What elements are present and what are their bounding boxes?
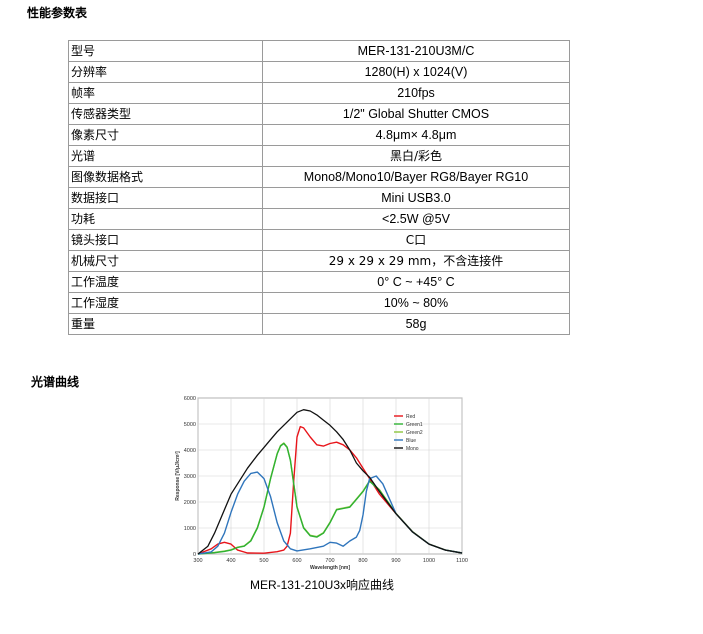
spec-value: <2.5W @5V xyxy=(262,208,570,230)
x-tick-label: 800 xyxy=(358,558,367,564)
spec-key: 工作温度 xyxy=(68,271,263,293)
spec-row: 工作温度 0° C ~ +45° C xyxy=(68,271,570,293)
x-tick-label: 600 xyxy=(292,558,301,564)
series-line-red xyxy=(197,425,463,555)
series-line-mono xyxy=(197,409,463,555)
spectral-response-chart: 300 400 500 600 700 800 900 1000 1100 0 1000 2000 30… xyxy=(175,396,468,571)
spec-value: 29 x 29 x 29 mm，不含连接件 xyxy=(262,250,570,272)
legend-label: Mono xyxy=(406,446,419,452)
spec-value: 0° C ~ +45° C xyxy=(262,271,570,293)
y-tick-label: 2000 xyxy=(184,500,196,506)
spec-row: 数据接口 Mini USB3.0 xyxy=(68,187,570,209)
specs-section-title: 性能参数表 xyxy=(27,6,88,20)
spec-value: MER-131-210U3M/C xyxy=(262,40,570,62)
spec-row: 镜头接口 C口 xyxy=(68,229,570,251)
spec-key: 功耗 xyxy=(68,208,263,230)
y-tick-label: 3000 xyxy=(184,474,196,480)
spec-key: 像素尺寸 xyxy=(68,124,263,146)
legend-label: Green2 xyxy=(406,430,423,436)
spec-key: 型号 xyxy=(68,40,263,62)
legend-label: Red xyxy=(406,414,415,420)
spec-key: 镜头接口 xyxy=(68,229,263,251)
legend-label: Blue xyxy=(406,438,416,444)
spec-key: 数据接口 xyxy=(68,187,263,209)
spec-row: 光谱 黑白/彩色 xyxy=(68,145,570,167)
x-tick-label: 400 xyxy=(226,558,235,564)
y-tick-label: 0 xyxy=(193,552,196,558)
spec-row: 传感器类型 1/2" Global Shutter CMOS xyxy=(68,103,570,125)
x-tick-label: 1000 xyxy=(423,558,435,564)
y-tick-label: 4000 xyxy=(184,448,196,454)
spec-value: Mini USB3.0 xyxy=(262,187,570,209)
spec-value: 210fps xyxy=(262,82,570,104)
spec-key: 帧率 xyxy=(68,82,263,104)
spec-row: 像素尺寸 4.8μm× 4.8μm xyxy=(68,124,570,146)
spec-row: 型号 MER-131-210U3M/C xyxy=(68,40,570,62)
x-tick-label: 900 xyxy=(391,558,400,564)
x-tick-label: 1100 xyxy=(456,558,468,564)
spec-row: 重量 58g xyxy=(68,313,570,335)
spec-value: 黑白/彩色 xyxy=(262,145,570,167)
spec-row: 图像数据格式 Mono8/Mono10/Bayer RG8/Bayer RG10 xyxy=(68,166,570,188)
spec-value: C口 xyxy=(262,229,570,251)
x-tick-label: 700 xyxy=(325,558,334,564)
legend-label: Green1 xyxy=(406,422,423,428)
spec-key: 传感器类型 xyxy=(68,103,263,125)
spec-value: 10% ~ 80% xyxy=(262,292,570,314)
spec-table: 型号 MER-131-210U3M/C 分辨率 1280(H) x 1024(V) 帧率… xyxy=(68,40,570,335)
x-tick-label: 300 xyxy=(193,558,202,564)
spec-value: Mono8/Mono10/Bayer RG8/Bayer RG10 xyxy=(262,166,570,188)
spec-key: 光谱 xyxy=(68,145,263,167)
spectrum-section-title: 光谱曲线 xyxy=(31,375,80,389)
spec-key: 图像数据格式 xyxy=(68,166,263,188)
spec-value: 58g xyxy=(262,313,570,335)
spec-key: 机械尺寸 xyxy=(68,250,263,272)
chart-caption: MER-131-210U3x响应曲线 xyxy=(249,578,395,592)
spec-row: 帧率 210fps xyxy=(68,82,570,104)
series-line-green1 xyxy=(197,442,463,555)
spec-key: 重量 xyxy=(68,313,263,335)
spec-key: 工作湿度 xyxy=(68,292,263,314)
y-tick-label: 1000 xyxy=(184,526,196,532)
spec-value: 1280(H) x 1024(V) xyxy=(262,61,570,83)
spec-row: 机械尺寸 29 x 29 x 29 mm，不含连接件 xyxy=(68,250,570,272)
y-tick-label: 5000 xyxy=(184,422,196,428)
spec-row: 功耗 <2.5W @5V xyxy=(68,208,570,230)
spec-value: 4.8μm× 4.8μm xyxy=(262,124,570,146)
y-tick-label: 6000 xyxy=(184,396,196,402)
y-axis-label: Response [V/μJ/cm²] xyxy=(175,451,181,501)
x-axis-label: Wavelength [nm] xyxy=(310,565,350,571)
spec-key: 分辨率 xyxy=(68,61,263,83)
spec-value: 1/2" Global Shutter CMOS xyxy=(262,103,570,125)
x-tick-label: 500 xyxy=(259,558,268,564)
spec-row: 分辨率 1280(H) x 1024(V) xyxy=(68,61,570,83)
series-line-blue xyxy=(197,471,463,555)
spec-row: 工作湿度 10% ~ 80% xyxy=(68,292,570,314)
